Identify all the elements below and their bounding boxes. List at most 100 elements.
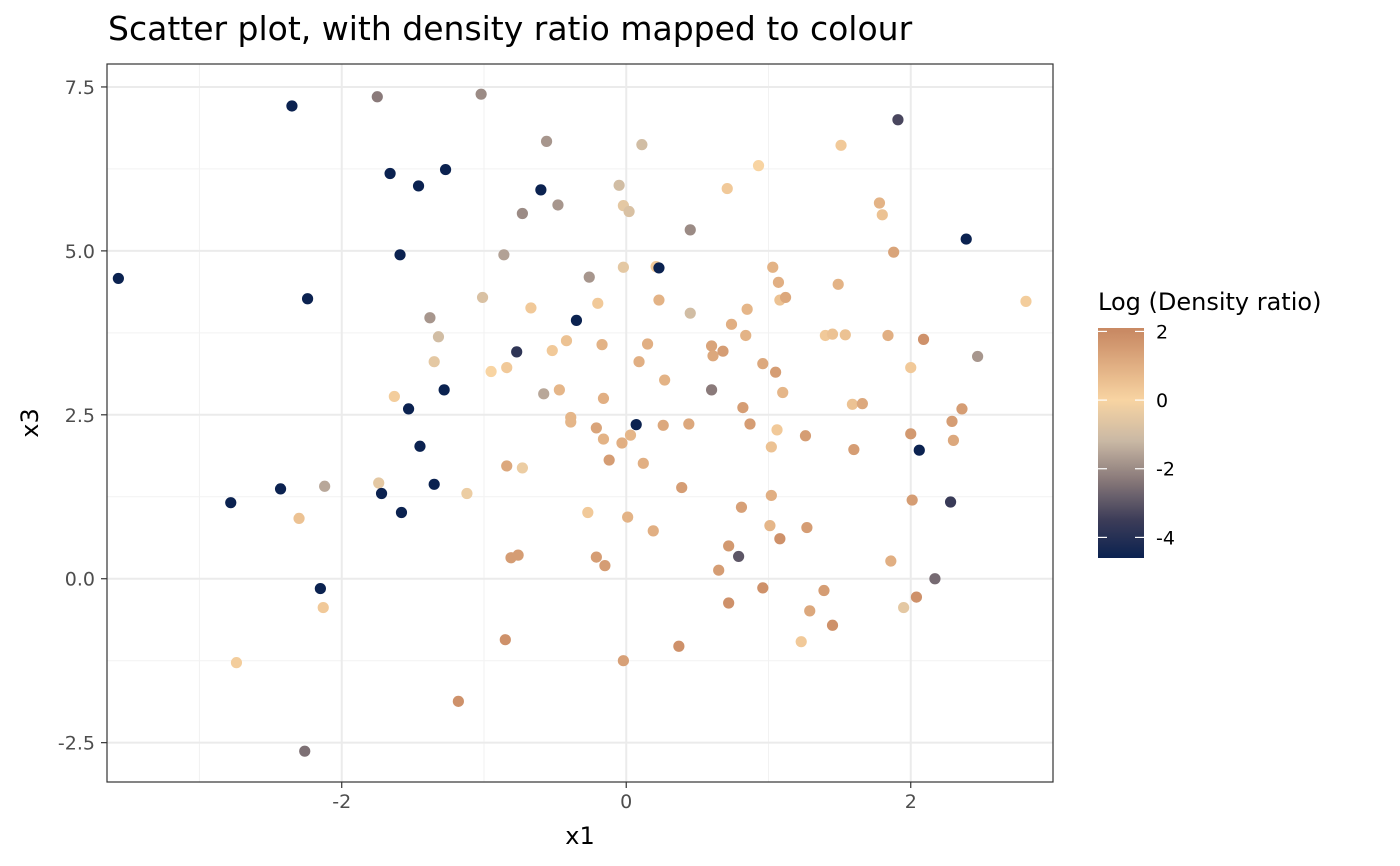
data-point: [744, 418, 756, 430]
data-point: [535, 184, 547, 196]
data-point: [737, 401, 749, 414]
data-point: [546, 344, 558, 357]
data-point: [516, 462, 528, 474]
data-point: [905, 428, 917, 440]
data-point: [590, 422, 602, 434]
x-tick-label: 2: [905, 791, 917, 813]
data-point: [592, 297, 604, 309]
data-point: [499, 634, 511, 646]
data-point: [771, 424, 783, 436]
data-point: [846, 398, 859, 410]
y-tick-label: 0.0: [65, 569, 95, 591]
data-point: [599, 560, 611, 572]
data-point: [511, 346, 523, 358]
data-point: [707, 350, 719, 362]
data-point: [1020, 295, 1032, 307]
data-point: [910, 591, 923, 603]
data-point: [597, 433, 610, 445]
data-point: [757, 582, 769, 594]
data-point: [723, 597, 735, 609]
legend-tick-label: 2: [1156, 321, 1168, 343]
y-axis-label: x3: [16, 408, 44, 437]
data-point: [583, 271, 595, 283]
data-point: [570, 314, 583, 326]
data-point: [676, 481, 688, 494]
data-point: [414, 440, 426, 452]
data-point: [873, 197, 886, 209]
data-point: [772, 276, 785, 288]
data-point: [603, 454, 615, 466]
data-point: [428, 356, 440, 368]
data-point: [721, 182, 733, 195]
data-point: [553, 384, 565, 396]
color-legend: Log (Density ratio) 2 0 -2 -4: [1098, 288, 1321, 558]
data-point: [735, 501, 748, 513]
data-point: [770, 366, 782, 378]
data-point: [525, 302, 537, 314]
data-point: [319, 480, 331, 492]
data-point: [540, 135, 553, 147]
data-point: [373, 477, 385, 489]
data-point: [633, 356, 645, 368]
data-point: [476, 291, 489, 304]
data-point: [725, 318, 738, 330]
data-point: [888, 246, 900, 258]
data-point: [804, 605, 816, 617]
data-point: [826, 328, 839, 340]
data-point: [684, 307, 696, 319]
data-point: [616, 437, 628, 449]
data-point: [832, 278, 844, 290]
data-point: [892, 114, 904, 126]
data-point: [818, 584, 830, 597]
data-point: [432, 331, 445, 343]
data-point: [705, 340, 718, 352]
data-point: [659, 374, 671, 386]
data-point: [597, 392, 610, 405]
data-point: [705, 384, 718, 396]
x-axis-label: x1: [565, 822, 594, 850]
data-point: [929, 573, 941, 585]
data-point: [764, 520, 776, 532]
data-point: [777, 386, 789, 399]
legend-tick-label: 0: [1156, 390, 1168, 412]
data-point: [960, 233, 972, 245]
data-point: [617, 655, 629, 667]
legend-ticks: 2 0 -2 -4: [1098, 321, 1175, 549]
data-point: [717, 345, 729, 357]
data-point: [972, 350, 984, 363]
legend-tick-label: -2: [1156, 459, 1175, 481]
data-points: [112, 88, 1032, 757]
data-point: [647, 525, 659, 537]
y-axis: -2.5 0.0 2.5 5.0 7.5: [58, 77, 107, 755]
data-point: [439, 163, 452, 176]
data-point: [286, 100, 298, 112]
panel-border: [106, 63, 1054, 783]
data-point: [917, 333, 930, 345]
data-point: [112, 272, 124, 285]
data-point: [882, 329, 894, 342]
data-point: [947, 434, 960, 446]
data-point: [394, 249, 406, 261]
data-point: [799, 430, 812, 442]
data-point: [733, 550, 745, 563]
data-point: [765, 441, 777, 453]
data-point: [388, 390, 400, 403]
data-point: [637, 457, 649, 469]
data-point: [552, 199, 564, 211]
data-point: [565, 416, 577, 428]
data-point: [225, 497, 237, 509]
data-point: [412, 180, 425, 192]
data-point: [757, 358, 769, 370]
y-tick-label: 2.5: [65, 405, 95, 427]
data-point: [779, 291, 792, 304]
data-point: [741, 303, 753, 315]
data-point: [485, 365, 497, 378]
data-point: [438, 384, 450, 396]
data-point: [299, 745, 311, 757]
data-point: [956, 403, 968, 415]
data-point: [946, 415, 958, 427]
data-point: [624, 429, 637, 441]
data-point: [752, 160, 765, 172]
data-point: [906, 494, 918, 506]
